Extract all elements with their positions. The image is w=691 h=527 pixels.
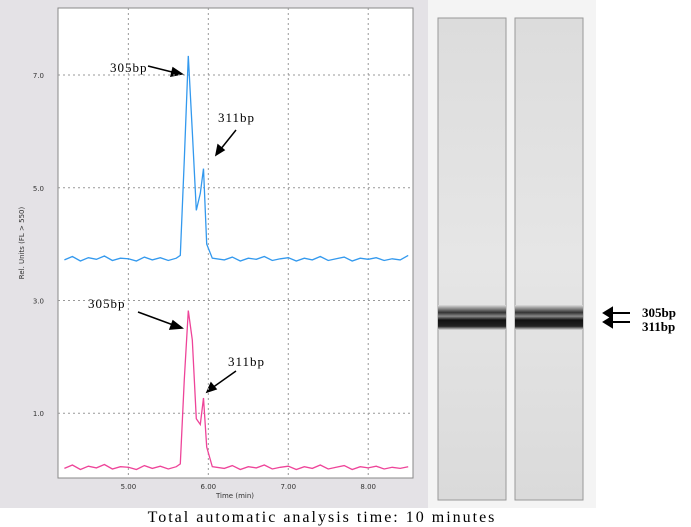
- annotation: 305bp: [110, 60, 148, 75]
- gel-lane: [438, 18, 506, 500]
- y-tick-label: 3.0: [33, 297, 44, 305]
- x-tick-label: 8.00: [360, 483, 376, 491]
- plot-area: [58, 8, 413, 478]
- annotation: 311bp: [218, 110, 255, 125]
- annotation: 305bp: [88, 296, 126, 311]
- y-tick-label: 7.0: [33, 72, 44, 80]
- x-tick-label: 6.00: [201, 483, 217, 491]
- page: {"chart_data": {"type": "line", "y_label…: [0, 0, 691, 527]
- x-tick-label: 7.00: [280, 483, 296, 491]
- gel-arrows: [604, 308, 630, 327]
- gel-label: 311bp: [642, 319, 675, 334]
- y-tick-label: 5.0: [33, 185, 44, 193]
- gel-label: 305bp: [642, 305, 676, 320]
- annotation: 311bp: [228, 354, 265, 369]
- x-axis-label: Time (min): [215, 492, 254, 500]
- x-tick-label: 5.00: [121, 483, 137, 491]
- gel-lane: [515, 18, 583, 500]
- figure: 305bp 311bp 305bp 311bp 305bp 311bp Rel.…: [0, 0, 691, 527]
- y-axis-label: Rel. Units (FL > 550): [18, 207, 26, 280]
- y-tick-label: 1.0: [33, 410, 44, 418]
- caption: Total automatic analysis time: 10 minute…: [148, 509, 497, 526]
